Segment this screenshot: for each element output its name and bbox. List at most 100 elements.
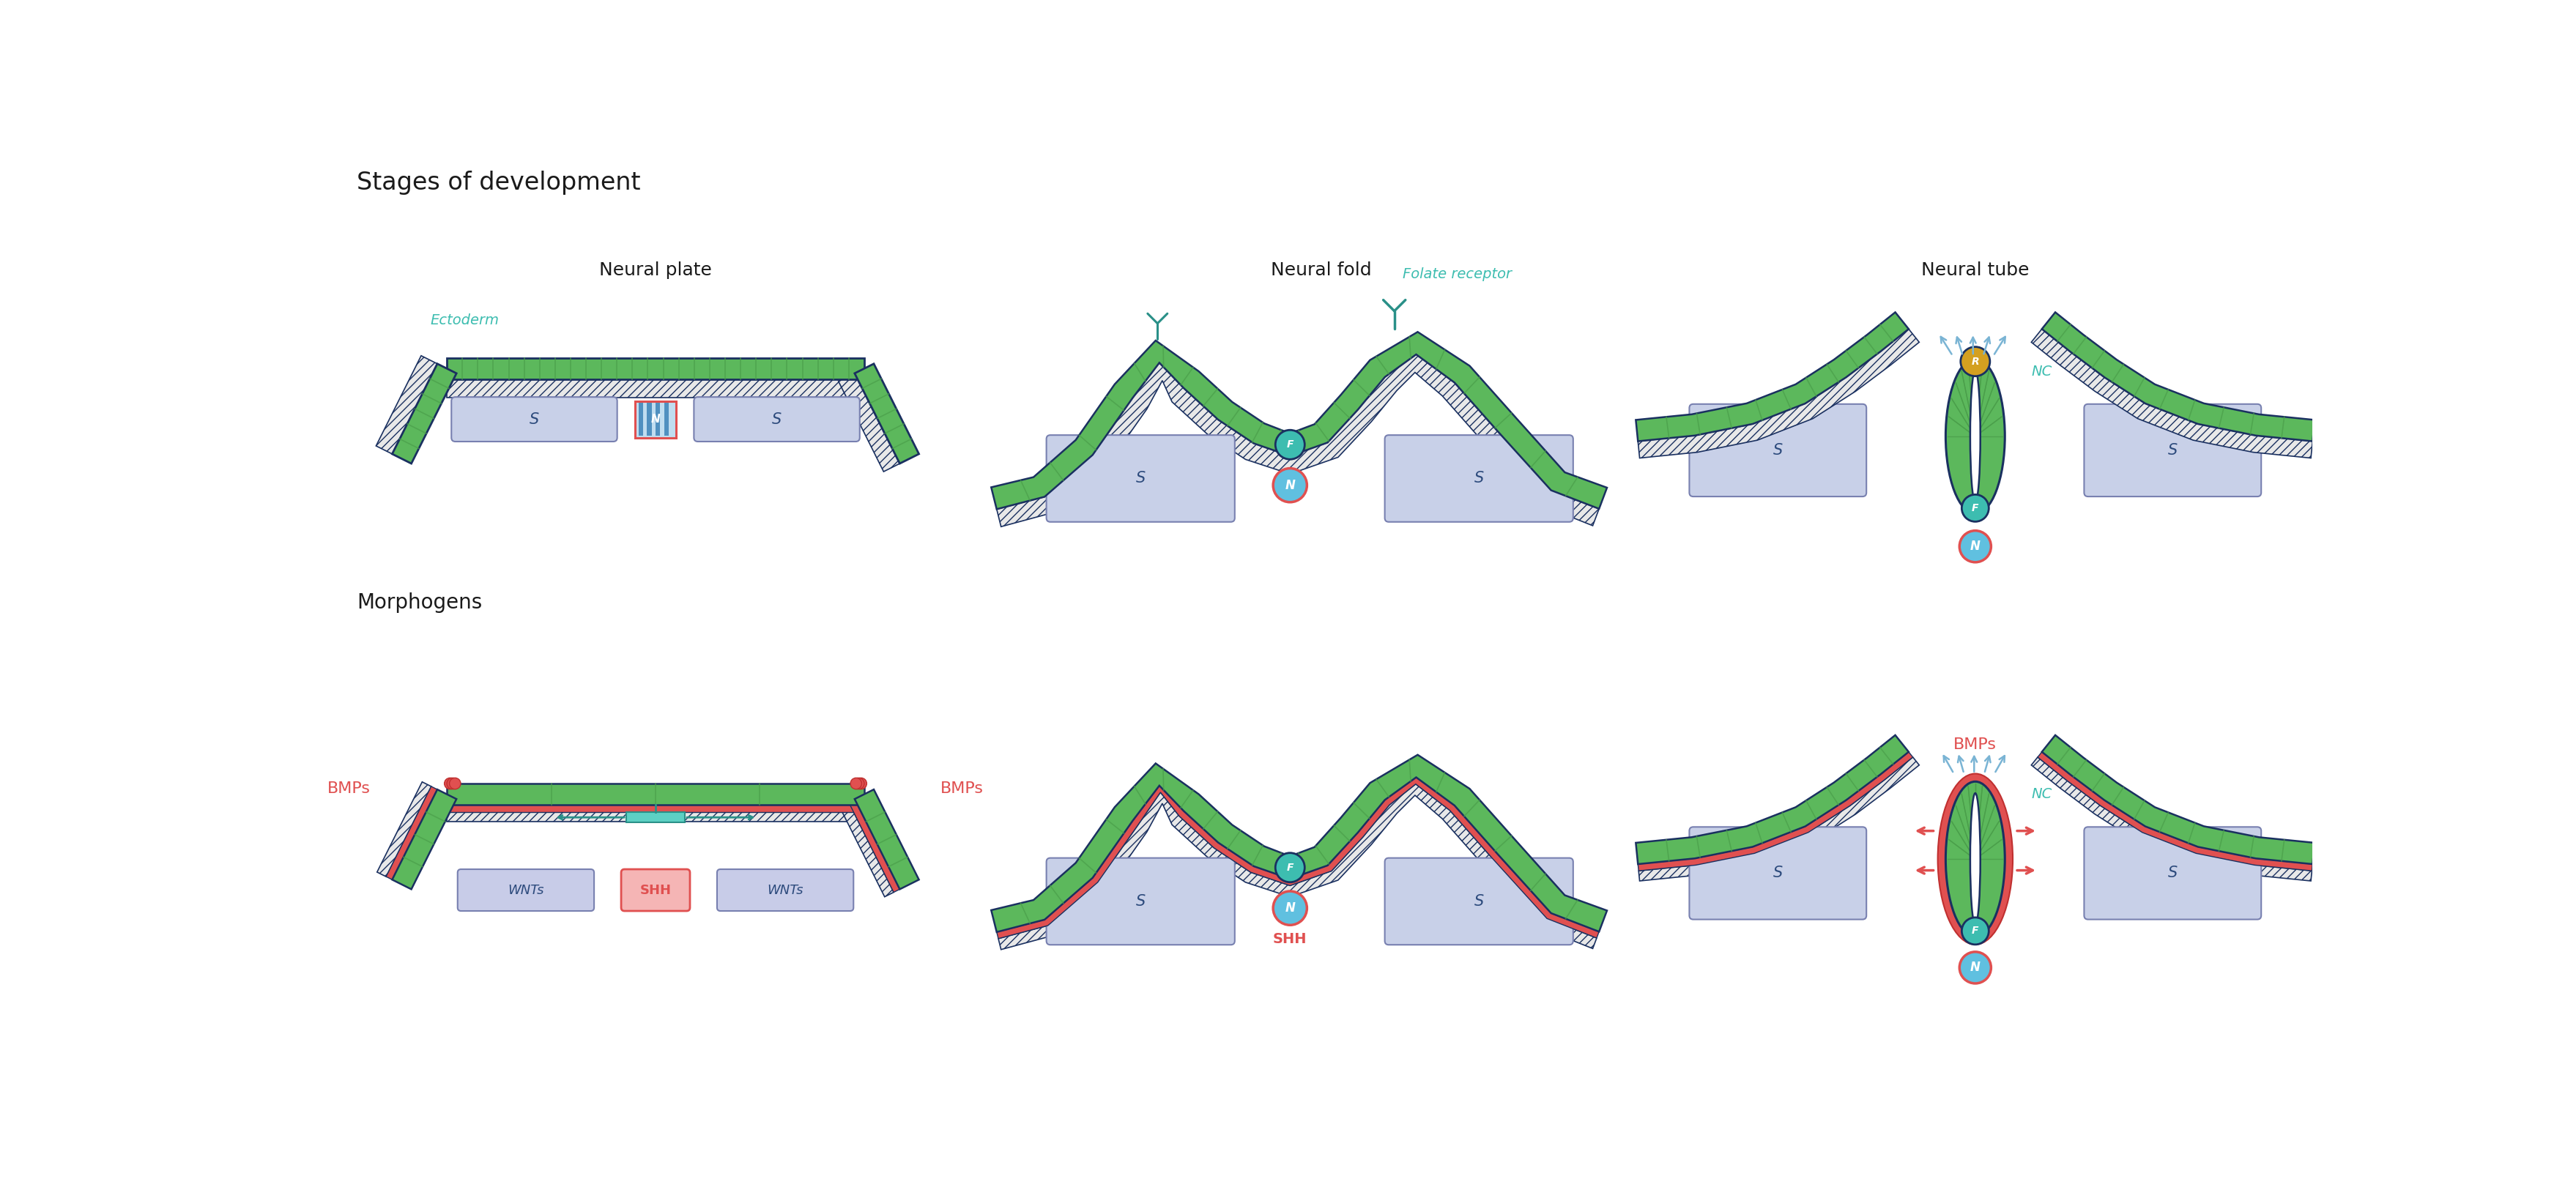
Circle shape <box>448 777 461 789</box>
Polygon shape <box>997 777 1600 939</box>
Polygon shape <box>446 783 863 805</box>
Text: S: S <box>1473 471 1484 485</box>
Polygon shape <box>376 782 430 877</box>
FancyBboxPatch shape <box>716 869 853 910</box>
Ellipse shape <box>1945 781 2004 937</box>
Polygon shape <box>992 332 1607 509</box>
Circle shape <box>443 777 456 789</box>
FancyBboxPatch shape <box>1046 436 1234 522</box>
FancyBboxPatch shape <box>2084 827 2262 920</box>
Text: F: F <box>1285 863 1293 872</box>
FancyBboxPatch shape <box>2084 404 2262 496</box>
Circle shape <box>855 777 866 789</box>
Circle shape <box>1273 469 1306 502</box>
Polygon shape <box>855 363 920 464</box>
Bar <box>654 402 659 436</box>
Text: WNTs: WNTs <box>768 883 804 896</box>
Circle shape <box>1960 347 1989 376</box>
Text: N: N <box>1285 902 1296 915</box>
FancyBboxPatch shape <box>693 396 860 442</box>
Text: Neural fold: Neural fold <box>1270 261 1370 279</box>
Polygon shape <box>1638 757 1919 881</box>
Text: S: S <box>2169 865 2177 881</box>
Text: S: S <box>773 412 781 426</box>
FancyBboxPatch shape <box>459 869 595 910</box>
Text: BMPs: BMPs <box>940 781 984 796</box>
Polygon shape <box>2032 757 2311 881</box>
Bar <box>647 402 652 436</box>
Bar <box>665 402 670 436</box>
Text: F: F <box>1971 503 1978 513</box>
Polygon shape <box>446 812 863 821</box>
Polygon shape <box>386 787 438 880</box>
FancyBboxPatch shape <box>1386 858 1574 945</box>
Polygon shape <box>376 356 438 453</box>
Text: F: F <box>1971 926 1978 937</box>
Text: Morphogens: Morphogens <box>355 592 482 612</box>
Polygon shape <box>992 755 1607 932</box>
Text: SHH: SHH <box>639 883 672 896</box>
Text: S: S <box>1772 865 1783 881</box>
Polygon shape <box>392 363 456 464</box>
Text: SHH: SHH <box>1273 932 1306 946</box>
Circle shape <box>1963 918 1989 945</box>
Polygon shape <box>2038 751 2313 871</box>
Circle shape <box>1273 891 1306 925</box>
Circle shape <box>446 777 459 789</box>
Polygon shape <box>999 785 1597 950</box>
Text: Folate receptor: Folate receptor <box>1404 267 1512 281</box>
Text: R: R <box>1971 356 1978 367</box>
FancyBboxPatch shape <box>636 401 675 438</box>
FancyBboxPatch shape <box>626 812 685 823</box>
Circle shape <box>853 777 863 789</box>
Text: F: F <box>1285 439 1293 450</box>
Text: Neural tube: Neural tube <box>1922 261 2030 279</box>
Text: S: S <box>1473 894 1484 909</box>
Text: S: S <box>1136 894 1146 909</box>
FancyBboxPatch shape <box>1046 858 1234 945</box>
Ellipse shape <box>1971 793 1981 925</box>
Polygon shape <box>1638 751 1914 871</box>
Circle shape <box>1960 531 1991 563</box>
Polygon shape <box>2032 329 2313 458</box>
Polygon shape <box>1638 329 1919 458</box>
Polygon shape <box>840 802 894 897</box>
Circle shape <box>1275 430 1303 459</box>
Text: N: N <box>652 414 659 425</box>
Polygon shape <box>855 789 920 889</box>
FancyBboxPatch shape <box>1690 827 1868 920</box>
Circle shape <box>1275 853 1303 882</box>
Text: NC: NC <box>2032 787 2053 801</box>
Polygon shape <box>2043 312 2316 442</box>
Text: N: N <box>1971 961 1981 975</box>
FancyBboxPatch shape <box>1690 404 1868 496</box>
Polygon shape <box>997 355 1600 527</box>
Text: WNTs: WNTs <box>507 883 544 896</box>
Text: BMPs: BMPs <box>327 781 371 796</box>
Text: Ectoderm: Ectoderm <box>430 313 500 328</box>
Polygon shape <box>446 380 863 398</box>
Circle shape <box>1963 495 1989 521</box>
Polygon shape <box>1636 735 1909 864</box>
Circle shape <box>850 777 863 789</box>
Ellipse shape <box>1937 774 2012 945</box>
Ellipse shape <box>1945 358 2004 514</box>
Text: N: N <box>1285 478 1296 491</box>
Text: N: N <box>1971 540 1981 553</box>
Text: S: S <box>1772 443 1783 458</box>
Polygon shape <box>2043 735 2316 864</box>
Polygon shape <box>446 357 863 380</box>
Polygon shape <box>848 799 899 893</box>
Ellipse shape <box>1971 370 1981 502</box>
Bar <box>639 402 644 436</box>
Polygon shape <box>1636 312 1909 442</box>
Polygon shape <box>392 789 456 889</box>
FancyBboxPatch shape <box>1386 436 1574 522</box>
Polygon shape <box>840 374 899 471</box>
Text: NC: NC <box>2032 364 2053 379</box>
FancyBboxPatch shape <box>451 396 618 442</box>
Text: S: S <box>1136 471 1146 485</box>
Text: S: S <box>2169 443 2177 458</box>
Text: Stages of development: Stages of development <box>355 171 641 195</box>
Text: S: S <box>531 412 538 426</box>
